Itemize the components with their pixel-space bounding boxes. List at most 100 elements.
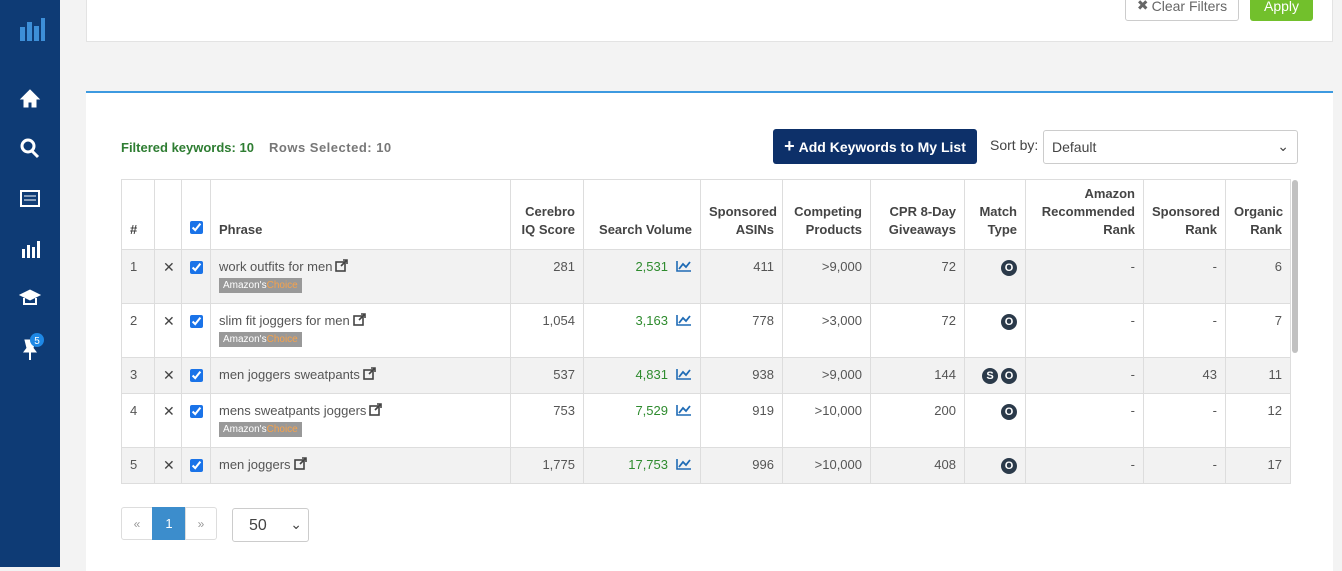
match-type: O (1001, 368, 1017, 384)
remove-icon[interactable]: ✕ (163, 457, 175, 473)
search-volume-cell: 17,753 (584, 448, 701, 484)
header-cell: Amazon Recommended Rank (1026, 180, 1144, 250)
clear-icon: ✖ (1137, 0, 1149, 14)
search-volume: 2,531 (635, 259, 668, 274)
cerebro-score: 1,775 (511, 448, 584, 484)
header-cell: Cerebro IQ Score (511, 180, 584, 250)
trend-icon[interactable] (676, 368, 692, 380)
match-type: S (982, 368, 998, 384)
table-row: 5✕men joggers1,77517,753996>10,000408O--… (122, 448, 1291, 484)
organic-rank: 17 (1226, 448, 1291, 484)
organic-rank: 12 (1226, 394, 1291, 448)
next-page[interactable]: » (185, 507, 217, 540)
add-label: Add Keywords to My List (799, 139, 966, 155)
phrase[interactable]: slim fit joggers for men (219, 313, 350, 328)
link-icon[interactable] (335, 259, 348, 272)
select-all-checkbox[interactable] (190, 221, 203, 234)
row-checkbox[interactable] (190, 369, 203, 382)
trend-icon[interactable] (676, 260, 692, 272)
row-number: 3 (122, 358, 155, 394)
sponsored-asins: 919 (701, 394, 783, 448)
row-checkbox[interactable] (190, 405, 203, 418)
cerebro-score: 753 (511, 394, 584, 448)
search-volume-cell: 3,163 (584, 304, 701, 358)
organic-rank: 11 (1226, 358, 1291, 394)
amazon-recommended-rank: - (1026, 304, 1144, 358)
remove-icon[interactable]: ✕ (163, 259, 175, 275)
organic-rank: 7 (1226, 304, 1291, 358)
table-row: 2 ✕ slim fit joggers for men Amazon'sChoice… (122, 304, 1291, 358)
keyword-table: #PhraseCerebro IQ ScoreSearch VolumeSpon… (121, 179, 1291, 484)
header-cell: # (122, 180, 155, 250)
amazons-choice-badge: Amazon'sChoice (219, 332, 302, 347)
phrase[interactable]: work outfits for men (219, 259, 332, 274)
link-icon[interactable] (369, 403, 382, 416)
table-row: 3✕men joggers sweatpants5374,831938>9,00… (122, 358, 1291, 394)
match-type: O (1001, 458, 1017, 474)
badge-text: Amazon's (223, 334, 267, 345)
header-cell: Search Volume (584, 180, 701, 250)
remove-icon[interactable]: ✕ (163, 403, 175, 419)
amazons-choice-badge: Amazon'sChoice (219, 278, 302, 293)
page-size-select[interactable]: 50⌄ (232, 508, 309, 542)
header-cell: CPR 8-Day Giveaways (871, 180, 965, 250)
cpr-giveaways: 72 (871, 250, 965, 304)
cerebro-score: 281 (511, 250, 584, 304)
search-volume: 7,529 (635, 403, 668, 418)
remove-icon[interactable]: ✕ (163, 367, 175, 383)
cpr-giveaways: 72 (871, 304, 965, 358)
match-type: O (1001, 314, 1017, 330)
nav-icons[interactable] (20, 90, 40, 360)
organic-rank: 6 (1226, 250, 1291, 304)
link-icon[interactable] (353, 313, 366, 326)
selected-label: Rows Selected: 10 (269, 140, 392, 155)
phrase[interactable]: men joggers sweatpants (219, 367, 360, 382)
header-cell: Sponsored ASINs (701, 180, 783, 250)
cpr-giveaways: 144 (871, 358, 965, 394)
apply-button[interactable]: Apply (1250, 0, 1313, 21)
row-checkbox[interactable] (190, 261, 203, 274)
phrase[interactable]: men joggers (219, 457, 291, 472)
remove-icon[interactable]: ✕ (163, 313, 175, 329)
link-icon[interactable] (294, 457, 307, 470)
clear-filters-button[interactable]: ✖Clear Filters (1125, 0, 1239, 21)
row-checkbox[interactable] (190, 459, 203, 472)
trend-icon[interactable] (676, 314, 692, 326)
page-size-value: 50 (249, 517, 267, 534)
trend-icon[interactable] (676, 404, 692, 416)
header-cell (182, 180, 211, 250)
header-cell: Sponsored Rank (1144, 180, 1226, 250)
phrase-cell: work outfits for men Amazon'sChoice (211, 250, 511, 304)
add-keywords-button[interactable]: +Add Keywords to My List (773, 129, 977, 164)
current-page[interactable]: 1 (152, 507, 186, 540)
pin-badge: 5 (34, 336, 40, 347)
match-type: O (1001, 404, 1017, 420)
search-volume: 17,753 (628, 457, 668, 472)
link-icon[interactable] (363, 367, 376, 380)
header-cell: Organic Rank (1226, 180, 1291, 250)
sort-select[interactable]: Default⌄ (1043, 130, 1298, 164)
cerebro-score: 537 (511, 358, 584, 394)
header-row: #PhraseCerebro IQ ScoreSearch VolumeSpon… (122, 180, 1291, 250)
row-number: 1 (122, 250, 155, 304)
sponsored-asins: 938 (701, 358, 783, 394)
search-volume-cell: 7,529 (584, 394, 701, 448)
remove-cell: ✕ (155, 394, 182, 448)
header-cell: Match Type (965, 180, 1026, 250)
match-type-cell: O (965, 250, 1026, 304)
competing-products: >3,000 (783, 304, 871, 358)
row-number: 2 (122, 304, 155, 358)
header-cell: Phrase (211, 180, 511, 250)
badge-text: Choice (267, 334, 298, 345)
sponsored-rank: - (1144, 448, 1226, 484)
table-row: 4✕mens sweatpants joggersAmazon'sChoice7… (122, 394, 1291, 448)
amazon-recommended-rank: - (1026, 358, 1144, 394)
phrase[interactable]: mens sweatpants joggers (219, 403, 366, 418)
phrase-cell: slim fit joggers for men Amazon'sChoice (211, 304, 511, 358)
clear-label: Clear Filters (1152, 0, 1227, 14)
checkbox-cell (182, 394, 211, 448)
row-checkbox[interactable] (190, 315, 203, 328)
sort-value: Default (1052, 139, 1096, 155)
trend-icon[interactable] (676, 458, 692, 470)
prev-page[interactable]: « (121, 507, 153, 540)
